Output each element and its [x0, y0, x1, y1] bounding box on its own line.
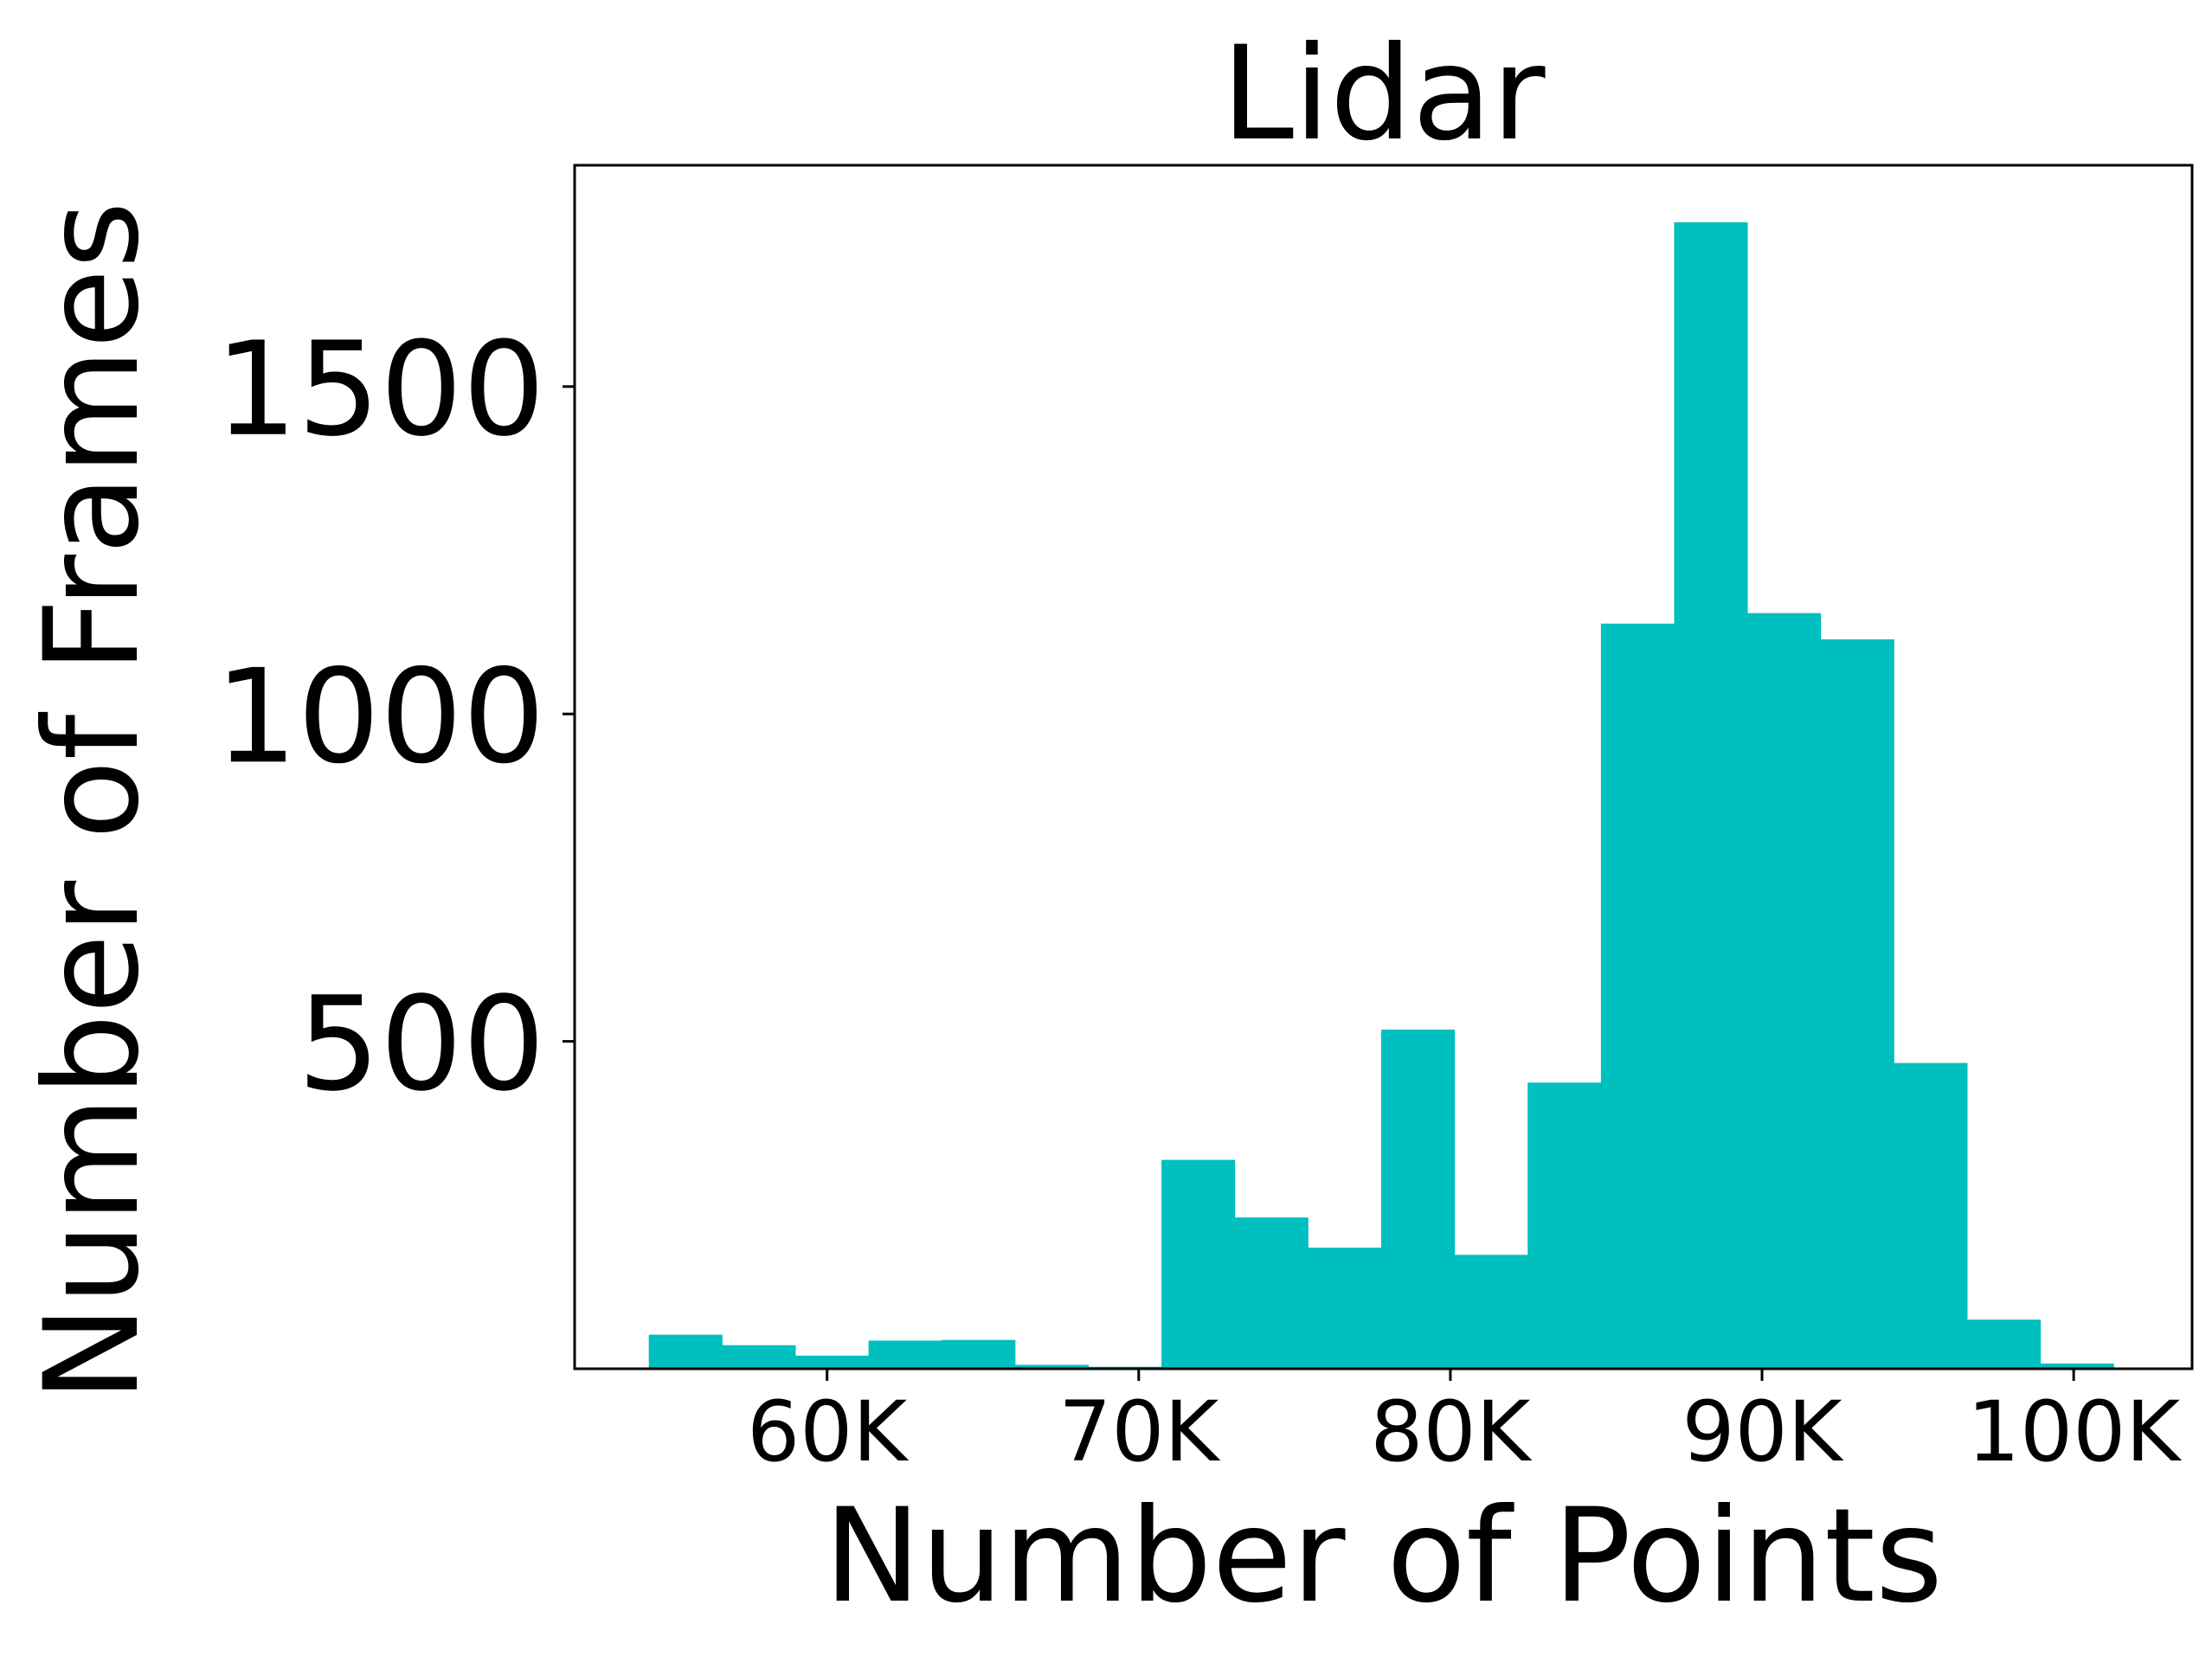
histogram-bar-9: [1308, 1247, 1382, 1369]
histogram-bar-1: [722, 1345, 796, 1369]
histogram-bar-13: [1600, 623, 1675, 1369]
x-tick-label-4: 100K: [1967, 1383, 2182, 1480]
histogram-bars: [648, 221, 2114, 1369]
histogram-bar-15: [1747, 613, 1822, 1369]
histogram-bar-11: [1454, 1255, 1528, 1369]
y-axis-label: Number of Frames: [17, 201, 168, 1402]
histogram-bar-12: [1527, 1082, 1602, 1369]
histogram-bar-19: [2040, 1363, 2114, 1369]
histogram-bar-7: [1161, 1159, 1236, 1369]
x-axis: 60K 70K 80K 90K 100K: [747, 1369, 2182, 1480]
histogram-bar-18: [1966, 1319, 2042, 1369]
histogram-bar-2: [794, 1355, 870, 1369]
y-tick-label-0: 500: [298, 970, 545, 1120]
y-tick-label-2: 1500: [215, 315, 545, 465]
histogram-bar-3: [868, 1340, 942, 1369]
y-axis: 500 1000 1500: [215, 315, 575, 1120]
histogram-bar-0: [648, 1334, 723, 1369]
chart-title: Lidar: [1221, 19, 1545, 170]
x-tick-label-0: 60K: [747, 1383, 909, 1480]
histogram-bar-17: [1894, 1062, 1968, 1369]
plot-frame: [573, 164, 2194, 1370]
histogram-bar-4: [942, 1339, 1016, 1369]
histogram-bar-10: [1380, 1029, 1456, 1369]
y-tick-label-1: 1000: [215, 642, 545, 793]
x-axis-label: Number of Points: [824, 1481, 1943, 1632]
histogram-bar-14: [1674, 221, 1748, 1369]
x-tick-label-3: 90K: [1682, 1383, 1843, 1480]
x-tick-label-1: 70K: [1058, 1383, 1220, 1480]
histogram-bar-5: [1014, 1364, 1089, 1369]
histogram-bar-16: [1820, 639, 1894, 1369]
x-tick-label-2: 80K: [1370, 1383, 1532, 1480]
histogram-bar-8: [1234, 1217, 1309, 1369]
